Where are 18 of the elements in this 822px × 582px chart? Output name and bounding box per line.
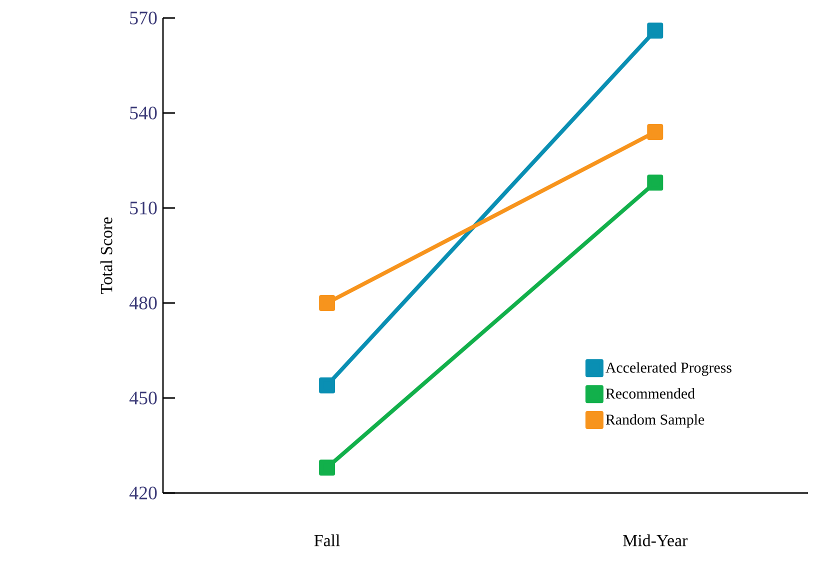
x-tick-label: Fall	[314, 534, 340, 546]
legend-label: Recommended	[606, 388, 695, 399]
y-tick-label: 540	[130, 106, 157, 120]
point	[319, 377, 336, 394]
point	[319, 295, 336, 311]
point	[647, 22, 664, 39]
y-tick-label: 570	[130, 12, 157, 24]
y-tick-label: 450	[129, 392, 157, 404]
legend-label: Accelerated Progress	[606, 362, 732, 376]
y-tick-label: 420	[129, 486, 157, 500]
point	[647, 124, 664, 140]
y-tick-label: 480	[129, 296, 157, 310]
x-tick-label: Mid-Year	[623, 534, 688, 546]
legend-label: Random Sample	[606, 414, 704, 428]
point	[647, 174, 664, 191]
y-axis-title: Total Score	[100, 217, 112, 294]
point	[319, 460, 336, 476]
y-tick-label: 510	[130, 202, 157, 214]
